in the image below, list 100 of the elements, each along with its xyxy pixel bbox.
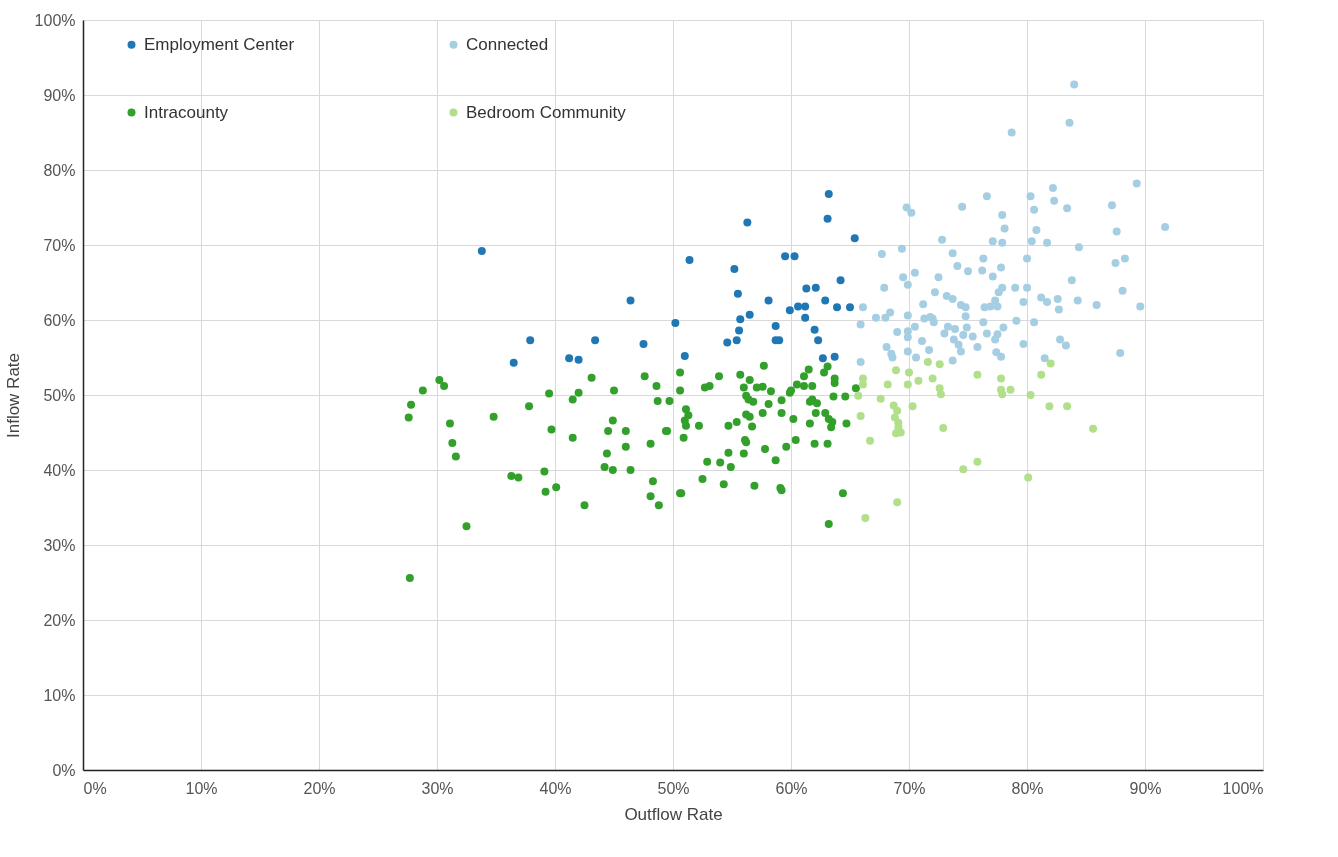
point [905, 368, 913, 377]
point [509, 358, 518, 367]
point [854, 391, 863, 400]
point [935, 360, 944, 369]
point [1045, 402, 1054, 411]
point [626, 296, 635, 305]
point [893, 498, 902, 507]
x-axis-title: Outflow Rate [624, 804, 723, 824]
y-tick-label: 40% [43, 461, 76, 479]
legend-label: Bedroom Community [466, 102, 627, 122]
point [1037, 370, 1046, 379]
y-tick-label: 100% [34, 11, 76, 29]
legend-label: Connected [466, 34, 549, 54]
point [876, 394, 885, 403]
point [735, 326, 744, 335]
point [893, 406, 902, 415]
point [818, 354, 827, 363]
point [477, 247, 486, 255]
point [861, 514, 870, 522]
point [923, 358, 932, 366]
point [781, 252, 790, 261]
point [723, 338, 732, 347]
point [908, 402, 917, 411]
point [890, 413, 899, 422]
point [771, 322, 780, 330]
point [574, 355, 583, 364]
y-tick-label: 70% [43, 236, 76, 254]
point [736, 315, 745, 324]
point [1024, 473, 1033, 482]
point [997, 374, 1006, 383]
point [959, 465, 968, 474]
y-tick-label: 30% [43, 536, 76, 554]
y-tick-label: 0% [52, 761, 76, 779]
y-tick-label: 50% [43, 386, 76, 404]
x-tick-label: 0% [83, 779, 107, 797]
point [998, 390, 1007, 399]
x-tick-label: 60% [775, 779, 808, 797]
x-tick-label: 70% [893, 779, 926, 797]
point [732, 336, 741, 345]
point [858, 380, 867, 389]
x-tick-label: 40% [539, 779, 572, 797]
point [939, 424, 948, 432]
point [866, 436, 875, 445]
point [973, 457, 982, 466]
point [743, 218, 752, 227]
x-tick-label: 80% [1011, 779, 1044, 797]
x-tick-label: 30% [421, 779, 454, 797]
point [801, 313, 810, 322]
x-tick-label: 90% [1129, 779, 1162, 797]
y-tick-label: 20% [43, 611, 76, 629]
y-tick-label: 90% [43, 86, 76, 104]
point [810, 325, 819, 334]
point [889, 401, 898, 410]
point [858, 374, 867, 383]
x-tick-label: 50% [657, 779, 690, 797]
point [639, 340, 648, 348]
point [565, 354, 574, 363]
point [680, 352, 689, 360]
point [903, 380, 912, 389]
point [685, 256, 694, 264]
point [733, 289, 742, 298]
point [823, 214, 832, 223]
point [801, 302, 810, 311]
point [936, 390, 945, 399]
point [526, 336, 535, 345]
point [846, 303, 854, 312]
point [833, 303, 842, 312]
legend-label: Intracounty [144, 102, 229, 122]
x-tick-label: 10% [185, 779, 218, 797]
y-axis-title: Inflow Rate [3, 352, 23, 439]
point [856, 412, 865, 420]
point [830, 352, 839, 361]
point [1046, 359, 1055, 368]
point [1063, 402, 1072, 411]
point [892, 366, 901, 375]
point [671, 319, 680, 327]
point [824, 190, 833, 198]
legend-label: Employment Center [144, 34, 295, 54]
point [1006, 385, 1015, 394]
point [811, 283, 820, 292]
point [928, 374, 937, 383]
point [1089, 424, 1098, 433]
point [821, 296, 830, 305]
point [814, 336, 823, 345]
y-tick-label: 60% [43, 311, 76, 329]
point [794, 302, 803, 311]
point [591, 336, 600, 345]
point [785, 306, 794, 315]
x-tick-label: 20% [303, 779, 336, 797]
point [914, 376, 923, 385]
point [883, 380, 892, 389]
y-tick-label: 80% [43, 161, 76, 179]
point [745, 310, 754, 319]
y-tick-label: 10% [43, 686, 76, 704]
point [973, 370, 982, 379]
point [850, 234, 859, 243]
point [1026, 391, 1035, 399]
x-tick-label: 100% [1222, 779, 1264, 797]
point [836, 276, 845, 285]
point [730, 265, 739, 273]
